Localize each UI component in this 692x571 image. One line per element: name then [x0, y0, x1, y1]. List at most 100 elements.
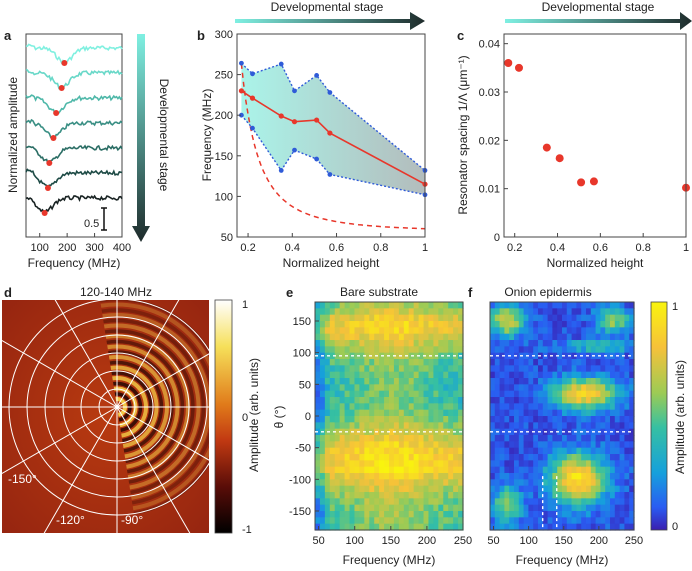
e-cell: [423, 517, 430, 525]
e-cell: [393, 397, 400, 404]
f-cell: [600, 308, 606, 316]
e-cell: [398, 504, 405, 512]
e-cell: [354, 504, 360, 512]
d-ring: [103, 318, 206, 495]
f-cell: [523, 340, 529, 347]
e-cell: [344, 523, 351, 531]
f-cell: [490, 384, 496, 392]
f-cell: [629, 327, 635, 335]
e-cell: [428, 403, 434, 411]
e-cell: [438, 346, 444, 354]
e-cell: [369, 511, 375, 518]
f-cell: [523, 321, 529, 328]
f-cell: [571, 511, 577, 518]
f-cell: [542, 378, 549, 385]
f-cell: [614, 365, 621, 373]
e-cell: [403, 454, 410, 461]
f-cell: [542, 504, 549, 512]
f-cell: [523, 327, 529, 335]
e-cell: [423, 390, 430, 398]
e-cell: [354, 390, 360, 398]
e-cell: [324, 441, 331, 449]
f-cell: [624, 454, 630, 461]
f-cell: [523, 441, 529, 449]
f-cell: [629, 321, 635, 328]
e-cell: [334, 314, 341, 322]
f-cell: [600, 479, 606, 487]
e-cell: [379, 460, 385, 468]
f-cell: [533, 352, 539, 360]
e-cell: [418, 441, 425, 449]
f-cell: [509, 327, 515, 335]
f-cell: [542, 397, 549, 404]
e-cell: [438, 435, 444, 442]
e-cell: [354, 321, 360, 328]
f-cell: [586, 314, 592, 322]
e-cell: [369, 403, 375, 411]
f-cell: [547, 460, 553, 468]
e-cell: [408, 422, 415, 430]
f-cell: [499, 384, 505, 392]
f-cell: [523, 333, 529, 341]
e-cell: [359, 523, 365, 531]
e-cell: [349, 384, 356, 392]
f-cell: [533, 359, 539, 366]
e-cell: [458, 327, 464, 335]
f-cell: [528, 517, 534, 525]
d-ring: [100, 300, 209, 515]
e-cell: [458, 460, 464, 468]
f-cell: [581, 378, 587, 385]
f-cell: [581, 504, 587, 512]
e-cell: [453, 327, 459, 335]
e-cell: [359, 428, 365, 436]
f-cell: [624, 327, 630, 335]
f-cell: [595, 523, 601, 531]
e-cell: [374, 511, 380, 518]
f-cell: [509, 511, 515, 518]
e-cell: [428, 435, 434, 442]
f-cell: [605, 403, 611, 411]
f-cell: [624, 517, 630, 525]
f-cell: [566, 479, 573, 487]
e-cell: [339, 422, 346, 430]
e-cell: [448, 321, 454, 328]
e-cell: [413, 498, 420, 506]
f-cell: [566, 378, 573, 385]
e-cell: [364, 523, 370, 531]
b-mean-point: [249, 95, 256, 101]
f-cell: [624, 308, 630, 316]
f-cell: [504, 485, 510, 493]
e-cell: [379, 416, 385, 423]
e-cell: [349, 485, 356, 493]
panel-a-traces: [25, 43, 123, 216]
f-cell: [509, 365, 515, 373]
f-cell: [571, 466, 577, 474]
f-cell: [624, 492, 630, 499]
f-cell: [514, 460, 520, 468]
e-cell: [369, 428, 375, 436]
e-cell: [438, 378, 444, 385]
e-cell: [349, 473, 356, 480]
e-cell: [324, 504, 331, 512]
e-cell: [369, 504, 375, 512]
e-cell: [339, 409, 346, 417]
f-cell: [629, 390, 635, 398]
e-cell: [349, 409, 356, 417]
f-cell: [614, 473, 621, 480]
f-cell: [586, 422, 592, 430]
f-cell: [566, 333, 573, 341]
e-cell: [413, 327, 420, 335]
e-cell: [443, 340, 449, 347]
e-cell: [369, 485, 375, 493]
f-cell: [576, 378, 582, 385]
f-cell: [538, 346, 544, 354]
f-cell: [552, 479, 558, 487]
f-cell: [614, 466, 621, 474]
f-cell: [538, 371, 544, 379]
e-cell: [453, 422, 459, 430]
e-cell: [369, 523, 375, 531]
e-cell: [339, 346, 346, 354]
f-cell: [566, 504, 573, 512]
e-cell: [423, 460, 430, 468]
e-cell: [418, 340, 425, 347]
